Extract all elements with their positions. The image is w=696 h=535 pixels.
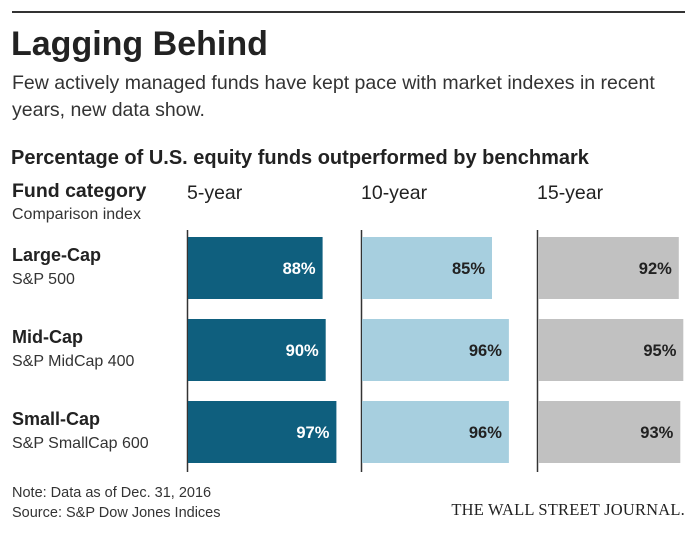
section-title: Percentage of U.S. equity funds outperfo… [11, 147, 589, 169]
bar-1-2 [188, 319, 326, 381]
row-category-label: Small-Cap [12, 409, 101, 429]
bar-3-1 [538, 237, 679, 299]
fund-category-header: Fund category [12, 180, 147, 202]
bar-2-3 [362, 401, 509, 463]
bar-value-label: 96% [469, 342, 502, 360]
footer-note: Note: Data as of Dec. 31, 2016 [12, 485, 212, 501]
row-index-label: S&P 500 [12, 271, 75, 288]
top-rule [12, 11, 685, 13]
bar-3-3 [538, 401, 681, 463]
bar-1-3 [188, 401, 337, 463]
publisher-credit: THE WALL STREET JOURNAL. [451, 500, 685, 519]
chart-subtitle: Few actively managed funds have kept pac… [12, 72, 655, 121]
column-header-3: 15-year [537, 182, 604, 204]
row-category-label: Large-Cap [12, 245, 102, 265]
chart-title: Lagging Behind [11, 25, 268, 63]
footer-source: Source: S&P Dow Jones Indices [12, 505, 221, 521]
bar-2-2 [362, 319, 509, 381]
column-header-2: 10-year [361, 182, 428, 204]
row-index-label: S&P MidCap 400 [12, 353, 135, 370]
bar-value-label: 96% [469, 424, 502, 442]
bar-value-label: 90% [286, 342, 319, 360]
comparison-index-header: Comparison index [12, 206, 141, 223]
column-header-1: 5-year [187, 182, 243, 204]
bar-3-2 [538, 319, 684, 381]
bar-value-label: 88% [283, 260, 316, 278]
bar-value-label: 93% [640, 424, 673, 442]
bar-2-1 [362, 237, 492, 299]
bar-1-1 [188, 237, 323, 299]
bar-value-label: 95% [643, 342, 676, 360]
bar-value-label: 97% [296, 424, 329, 442]
row-index-label: S&P SmallCap 600 [12, 435, 149, 452]
row-category-label: Mid-Cap [12, 327, 83, 347]
bar-value-label: 85% [452, 260, 485, 278]
bar-value-label: 92% [639, 260, 672, 278]
